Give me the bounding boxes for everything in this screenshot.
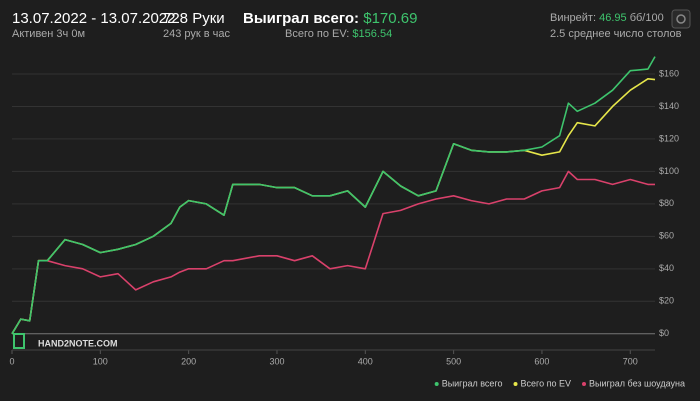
y-tick-label: $160: [659, 68, 679, 78]
settings-button[interactable]: [671, 9, 691, 29]
legend-label: Всего по EV: [521, 378, 571, 388]
active-time: Активен 3ч 0м: [12, 28, 86, 40]
value: $170.69: [363, 10, 418, 27]
x-tick-label: 100: [93, 356, 108, 366]
ev-total: Всего по EV: $156.54: [285, 28, 392, 40]
unit: бб/100: [629, 12, 664, 24]
logo-icon: [13, 333, 25, 349]
y-tick-label: $40: [659, 263, 674, 273]
legend-label: Выиграл всего: [442, 378, 503, 388]
label: Всего по EV:: [285, 28, 350, 40]
y-tick-label: $100: [659, 166, 679, 176]
legend-swatch: [513, 382, 518, 386]
series-line: [11, 78, 656, 335]
y-tick-label: $60: [659, 231, 674, 241]
y-tick-label: $20: [659, 296, 674, 306]
x-tick-label: 300: [269, 356, 284, 366]
date-range: 13.07.2022 - 13.07.2022: [12, 10, 176, 27]
hands: 728 Руки: [163, 10, 225, 27]
value: $156.54: [352, 28, 393, 40]
won-total: Выиграл всего: $170.69: [243, 10, 417, 27]
x-tick-label: 0: [9, 356, 14, 366]
y-tick-label: $140: [659, 101, 679, 111]
y-tick-label: $120: [659, 133, 679, 143]
label: Выиграл всего:: [243, 10, 360, 27]
x-tick-label: 200: [181, 356, 196, 366]
y-tick-label: $80: [659, 198, 674, 208]
legend-label: Выиграл без шоудауна: [589, 378, 685, 388]
hands-per-hour: 243 рук в час: [163, 28, 231, 40]
label: Винрейт:: [550, 12, 597, 24]
x-tick-label: 500: [446, 356, 461, 366]
x-tick-label: 400: [358, 356, 373, 366]
x-tick-label: 600: [534, 356, 549, 366]
series-line: [11, 170, 655, 335]
legend-swatch: [582, 382, 586, 386]
legend-swatch: [434, 382, 439, 386]
gear-icon: [676, 14, 686, 24]
value: 46.95: [599, 12, 627, 24]
y-tick-label: $0: [659, 328, 669, 338]
x-tick-label: 700: [623, 356, 638, 366]
logo: HAND2NOTE.COM: [38, 338, 118, 348]
tables: 2.5 среднее число столов: [550, 28, 682, 40]
series-line: [11, 56, 656, 335]
winrate: Винрейт: 46.95 бб/100: [550, 12, 664, 24]
